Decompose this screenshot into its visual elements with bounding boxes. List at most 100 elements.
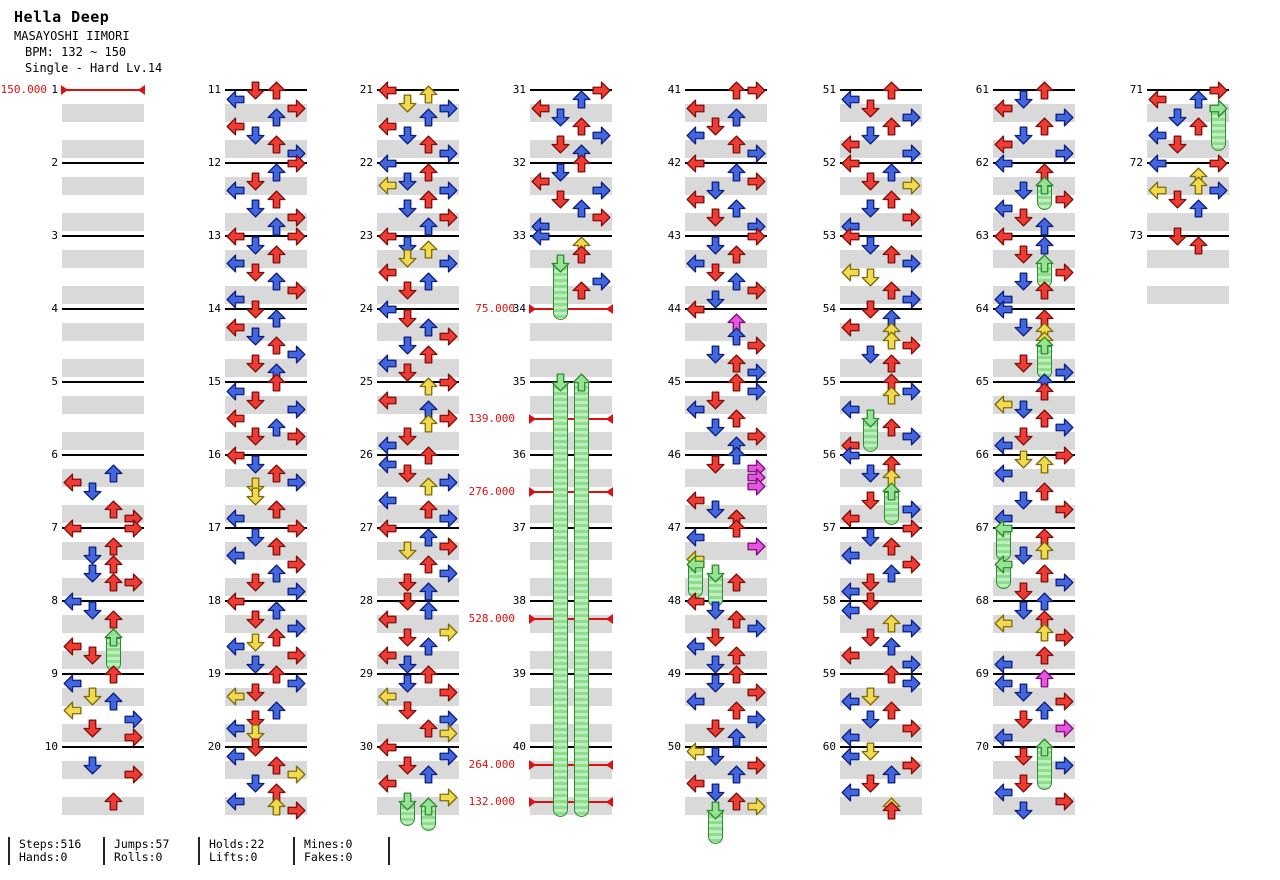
right-arrow-icon — [1055, 263, 1074, 282]
up-arrow-icon — [419, 108, 438, 127]
up-arrow-icon — [882, 564, 901, 583]
right-arrow-icon — [439, 724, 458, 743]
measure-number: 68 — [975, 594, 989, 607]
left-arrow-icon — [686, 400, 705, 419]
down-arrow-icon — [706, 290, 725, 309]
right-arrow-icon — [902, 655, 921, 674]
down-arrow-icon — [706, 117, 725, 136]
measure-number: 65 — [975, 375, 989, 388]
down-arrow-icon — [861, 491, 880, 510]
left-arrow-icon — [686, 591, 705, 611]
right-arrow-icon — [747, 226, 766, 246]
down-arrow-icon — [1014, 181, 1033, 200]
measure-background — [225, 601, 307, 674]
right-arrow-icon — [1055, 363, 1074, 382]
right-arrow-icon — [124, 518, 143, 538]
left-arrow-icon — [686, 126, 705, 145]
measure-line — [377, 454, 459, 456]
left-arrow-icon — [1148, 90, 1167, 109]
up-arrow-icon — [727, 272, 746, 291]
up-arrow-icon — [419, 85, 438, 104]
measure-background — [1147, 236, 1229, 309]
down-arrow-icon — [398, 249, 417, 268]
down-arrow-icon — [398, 756, 417, 775]
song-bpm: BPM: 132 ~ 150 — [25, 45, 127, 59]
down-arrow-icon — [706, 783, 725, 802]
right-arrow-icon — [287, 619, 306, 638]
measure-line — [1147, 162, 1229, 164]
left-arrow-icon — [841, 728, 860, 747]
down-arrow-icon — [706, 719, 725, 738]
stat-jumps: Jumps:57 — [114, 837, 170, 851]
left-arrow-icon — [1148, 181, 1167, 200]
down-arrow-icon — [1168, 226, 1187, 246]
up-arrow-icon — [727, 163, 746, 182]
right-arrow-icon — [747, 683, 766, 702]
up-arrow-icon — [267, 108, 286, 127]
measure-line — [685, 600, 767, 602]
measure-line — [1147, 235, 1229, 237]
measure-number: 42 — [667, 156, 681, 169]
down-arrow-icon — [706, 236, 725, 255]
down-arrow-icon — [706, 655, 725, 674]
measure-background — [62, 90, 144, 163]
up-arrow-icon — [1035, 176, 1054, 195]
right-arrow-icon — [747, 619, 766, 638]
down-arrow-icon — [246, 172, 265, 191]
left-arrow-icon — [841, 582, 860, 601]
left-arrow-icon — [531, 226, 550, 246]
up-arrow-icon — [1035, 217, 1054, 236]
right-arrow-icon — [1209, 153, 1228, 173]
up-arrow-icon — [1035, 701, 1054, 720]
left-arrow-icon — [378, 737, 397, 757]
left-arrow-icon — [378, 518, 397, 538]
up-arrow-icon — [1035, 541, 1054, 560]
up-arrow-icon — [267, 797, 286, 816]
down-arrow-icon — [861, 774, 880, 793]
up-arrow-icon — [882, 482, 901, 501]
down-arrow-icon — [1168, 135, 1187, 154]
up-arrow-icon — [572, 90, 591, 109]
bpm-marker-left-triangle-icon — [529, 760, 536, 771]
left-arrow-icon — [378, 391, 397, 410]
right-arrow-icon — [124, 765, 143, 784]
measure-line — [530, 89, 612, 91]
left-arrow-icon — [994, 395, 1013, 414]
right-arrow-icon — [439, 623, 458, 642]
down-arrow-icon — [861, 464, 880, 483]
stats-group-steps: Steps:516 Hands:0 — [8, 837, 103, 865]
bpm-value-label: 276.000 — [468, 484, 515, 498]
left-arrow-icon — [841, 445, 860, 465]
measure-line — [377, 746, 459, 748]
left-arrow-icon — [994, 518, 1013, 538]
left-arrow-icon — [531, 99, 550, 118]
measure-background — [377, 528, 459, 601]
down-arrow-icon — [246, 236, 265, 255]
measure-number: 62 — [975, 156, 989, 169]
measure-number: 37 — [512, 521, 526, 534]
measure-number: 40 — [512, 740, 526, 753]
right-arrow-icon — [439, 327, 458, 346]
measure-number: 15 — [207, 375, 221, 388]
left-arrow-icon — [841, 135, 860, 154]
left-arrow-icon — [686, 742, 705, 761]
up-arrow-icon — [267, 564, 286, 583]
bpm-marker-right-triangle-icon — [606, 614, 613, 625]
left-arrow-icon — [994, 199, 1013, 218]
down-arrow-icon — [246, 427, 265, 446]
measure-line — [225, 673, 307, 675]
down-arrow-icon — [706, 181, 725, 200]
left-arrow-icon — [686, 774, 705, 793]
up-arrow-icon — [572, 117, 591, 136]
down-arrow-icon — [861, 299, 880, 319]
left-arrow-icon — [378, 491, 397, 510]
measure-line — [225, 308, 307, 310]
up-arrow-icon — [882, 386, 901, 405]
up-arrow-icon — [419, 719, 438, 738]
measure-number: 73 — [1129, 229, 1143, 242]
measure-line — [62, 454, 144, 456]
down-arrow-icon — [1014, 582, 1033, 601]
right-arrow-icon — [747, 281, 766, 300]
measure-number: 8 — [51, 594, 58, 607]
